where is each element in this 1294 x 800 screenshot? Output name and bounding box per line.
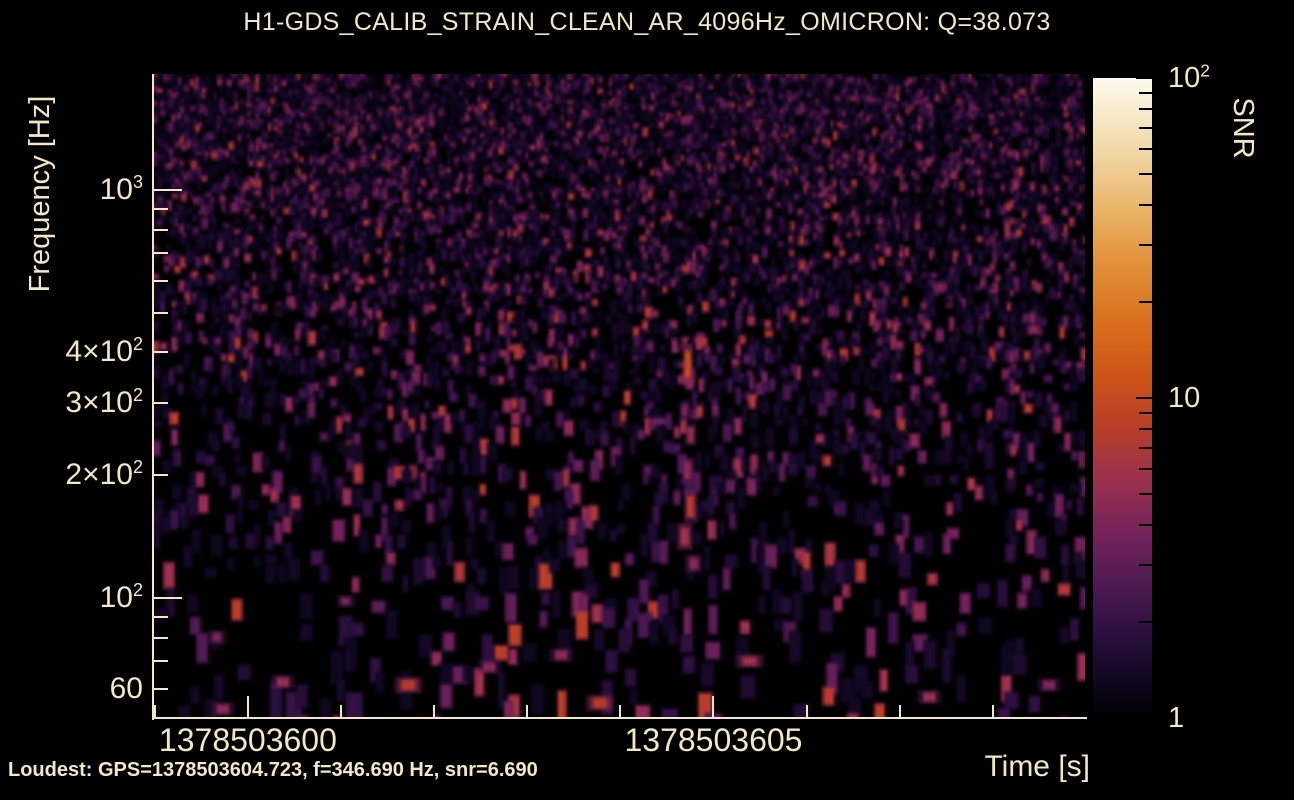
- y-minor-tick: [154, 636, 168, 639]
- loudest-annotation: Loudest: GPS=1378503604.723, f=346.690 H…: [8, 759, 538, 781]
- y-minor-tick: [154, 252, 168, 255]
- y-minor-tick: [154, 402, 168, 405]
- colorbar-minor-tick: [1139, 204, 1152, 207]
- y-minor-tick: [154, 311, 168, 314]
- colorbar-minor-tick: [1139, 300, 1152, 303]
- colorbar-minor-tick: [1139, 108, 1152, 110]
- colorbar-minor-tick: [1139, 524, 1152, 527]
- y-minor-tick: [154, 228, 168, 231]
- colorbar-minor-tick: [1139, 411, 1152, 414]
- x-tick-label: 1378503605: [624, 722, 803, 758]
- colorbar-minor-tick: [1139, 446, 1152, 449]
- x-minor-tick: [153, 705, 156, 717]
- colorbar-major-tick: [1136, 397, 1152, 399]
- colorbar-major-tick: [1136, 717, 1152, 719]
- y-major-tick: [154, 597, 182, 600]
- colorbar-minor-tick: [1139, 244, 1152, 247]
- y-minor-tick: [154, 474, 168, 477]
- y-tick-label: 4×102: [65, 334, 143, 369]
- x-minor-tick: [526, 705, 529, 717]
- colorbar-minor-tick: [1139, 467, 1152, 470]
- x-minor-tick: [805, 705, 808, 717]
- colorbar-minor-tick: [1139, 428, 1152, 430]
- y-axis-line: [152, 74, 154, 720]
- x-major-tick: [246, 696, 249, 717]
- colorbar-minor-tick: [1139, 147, 1152, 150]
- plot-title: H1-GDS_CALIB_STRAIN_CLEAN_AR_4096Hz_OMIC…: [243, 8, 1051, 36]
- snr-colorbar-label: SNR: [1227, 97, 1259, 159]
- colorbar-tick-label: 10: [1168, 382, 1201, 414]
- y-tick-label: 103: [99, 171, 143, 206]
- x-minor-tick: [619, 705, 622, 717]
- y-minor-tick: [154, 351, 168, 354]
- spectrogram-canvas: [154, 74, 1085, 718]
- x-axis-line: [152, 717, 1087, 719]
- x-major-tick: [712, 696, 715, 717]
- x-tick-label: 1378503600: [158, 722, 337, 758]
- colorbar-minor-tick: [1139, 564, 1152, 567]
- y-tick-label: 102: [99, 580, 143, 615]
- colorbar-major-tick: [1136, 77, 1152, 79]
- colorbar-minor-tick: [1139, 493, 1152, 496]
- x-minor-tick: [898, 705, 901, 717]
- y-tick-label: 3×102: [65, 385, 143, 420]
- colorbar-minor-tick: [1139, 173, 1152, 176]
- colorbar-tick-label: 1: [1168, 702, 1185, 734]
- colorbar-tick-label: 102: [1168, 60, 1210, 94]
- x-minor-tick: [433, 705, 436, 717]
- colorbar-minor-tick: [1139, 126, 1152, 129]
- colorbar-minor-tick: [1139, 620, 1152, 623]
- x-minor-tick: [991, 705, 994, 717]
- y-major-tick: [154, 188, 182, 191]
- y-minor-tick: [154, 207, 168, 210]
- time-axis-title: Time [s]: [984, 750, 1090, 783]
- y-tick-label: 60: [109, 671, 143, 705]
- y-minor-tick: [154, 687, 168, 690]
- y-tick-label: 2×102: [65, 457, 143, 492]
- y-minor-tick: [154, 279, 168, 282]
- y-minor-tick: [154, 660, 168, 663]
- y-minor-tick: [154, 615, 168, 618]
- x-minor-tick: [340, 705, 343, 717]
- colorbar-minor-tick: [1139, 91, 1152, 94]
